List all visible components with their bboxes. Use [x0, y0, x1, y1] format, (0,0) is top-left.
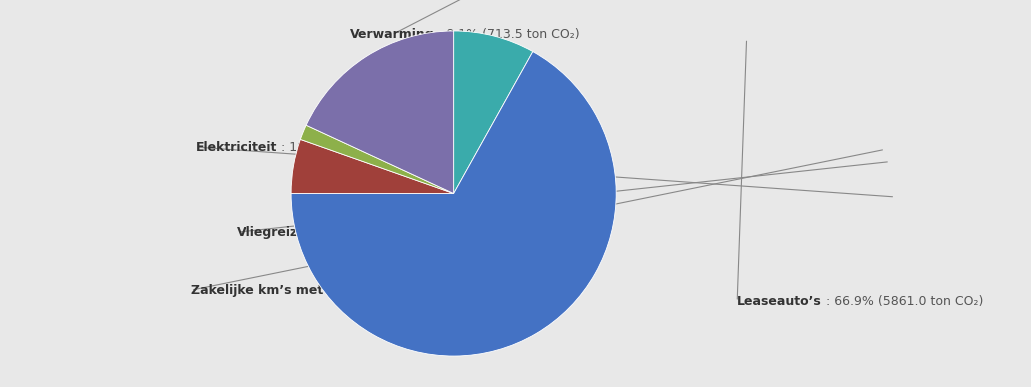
Text: : 66.9% (5861.0 ton CO₂): : 66.9% (5861.0 ton CO₂): [822, 295, 984, 308]
Text: : 1.5% (134.6 ton CO₂): : 1.5% (134.6 ton CO₂): [315, 226, 461, 239]
Text: : 8.1% (713.5 ton CO₂): : 8.1% (713.5 ton CO₂): [434, 28, 579, 41]
Text: Elektriciteit: Elektriciteit: [196, 140, 277, 154]
Text: Leaseauto’s: Leaseauto’s: [737, 295, 822, 308]
Wedge shape: [454, 31, 533, 194]
Text: Vliegreizen: Vliegreizen: [237, 226, 315, 239]
Wedge shape: [306, 31, 454, 194]
Text: : 5.4% (470.4 ton CO₂): : 5.4% (470.4 ton CO₂): [407, 284, 553, 297]
Wedge shape: [300, 125, 454, 194]
Wedge shape: [291, 51, 617, 356]
Text: Zakelijke km’s met privéauto’s: Zakelijke km’s met privéauto’s: [191, 284, 407, 297]
Wedge shape: [291, 139, 454, 194]
Text: Verwarming: Verwarming: [350, 28, 434, 41]
Text: : 18.1% (1584.7 ton CO₂): : 18.1% (1584.7 ton CO₂): [277, 140, 439, 154]
